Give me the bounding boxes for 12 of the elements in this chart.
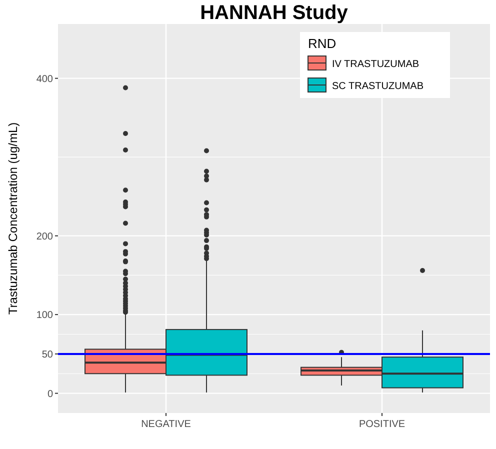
x-tick-label: NEGATIVE — [141, 419, 192, 430]
y-tick-label: 200 — [36, 231, 54, 242]
y-tick-label: 50 — [42, 349, 54, 360]
legend-title: RND — [308, 36, 336, 51]
x-tick-label: POSITIVE — [358, 419, 406, 430]
y-tick-label: 100 — [36, 310, 54, 322]
y-tick-label: 0 — [47, 388, 54, 400]
legend-label: IV TRASTUZUMAB — [332, 59, 420, 70]
y-tick-label: 400 — [36, 74, 54, 85]
y-axis-title: Trastuzumab Concentration (ug/mL) — [6, 122, 20, 315]
chart-title: HANNAH Study — [200, 2, 349, 24]
legend-label: SC TRASTUZUMAB — [332, 81, 424, 92]
